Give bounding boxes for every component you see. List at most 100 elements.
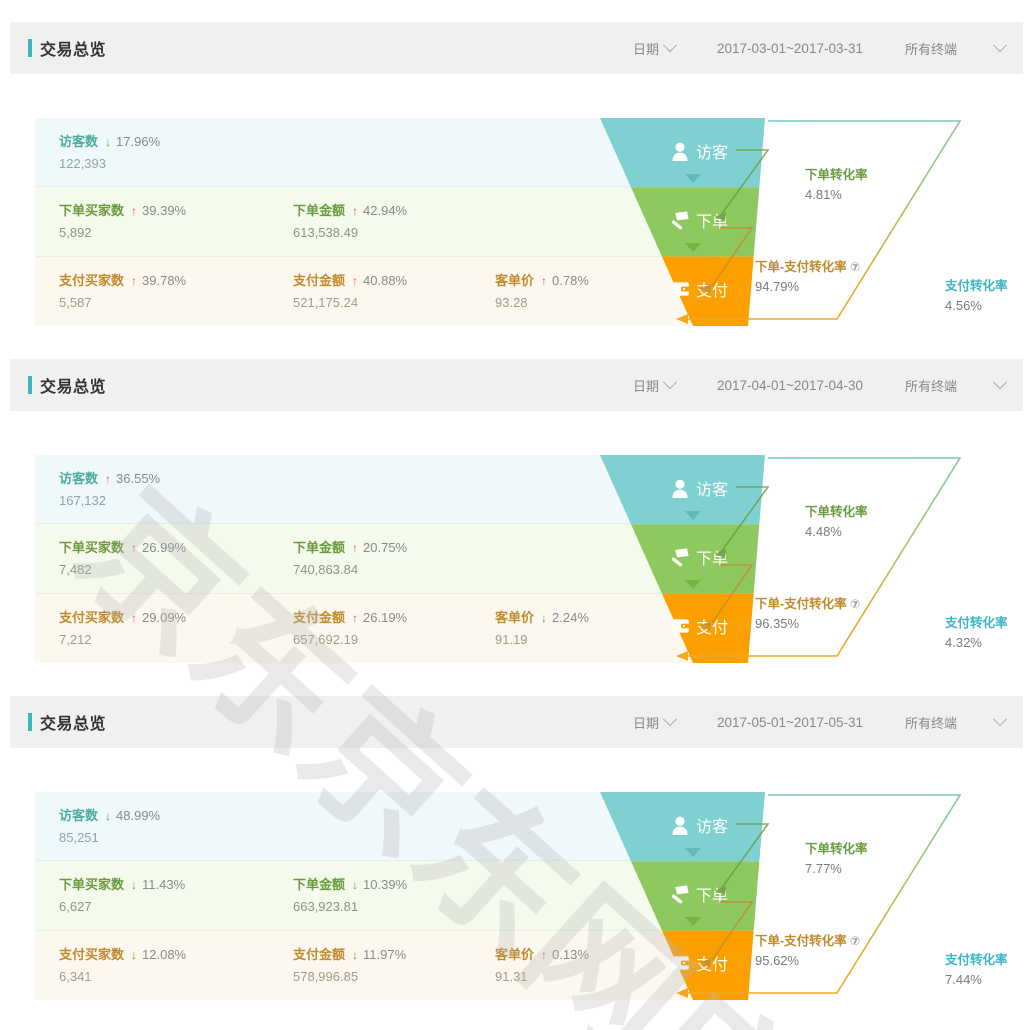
metric-value: 578,996.85 [293, 968, 359, 984]
trend-down-icon: ↓ [541, 610, 548, 625]
page-title: 交易总览 [28, 373, 106, 397]
metric-row-visitor: 访客数 ↑ 36.55% 167,132 [35, 455, 715, 525]
metric-value: 5,587 [59, 294, 92, 310]
metric-value: 167,132 [59, 492, 106, 508]
gavel-icon [671, 885, 689, 904]
metric-value: 657,692.19 [293, 631, 359, 647]
funnel-divider-chevron-0 [685, 848, 701, 857]
metric-label: 客单价 [495, 946, 535, 962]
metric-percent: 17.96% [116, 133, 161, 149]
metrics-grid: 访客数 ↑ 36.55% 167,132 下单买家数 ↑ 26.99% 7,482 下单金额 ↑ 2… [35, 455, 715, 663]
metric-cell: 下单金额 ↓ 10.39% 663,923.81 [291, 876, 493, 915]
metric-cell: 访客数 ↑ 36.55% 167,132 [57, 470, 291, 509]
metrics-grid: 访客数 ↓ 17.96% 122,393 下单买家数 ↑ 39.39% 5,892 下单金额 ↑ 4… [35, 118, 715, 326]
date-range-value[interactable]: 2017-03-01~2017-03-31 [716, 40, 863, 56]
trend-up-icon: ↑ [131, 610, 138, 625]
conversion-arrowhead-order [715, 212, 726, 221]
metric-percent: 39.39% [142, 202, 187, 218]
metric-percent: 40.88% [363, 272, 408, 288]
trend-down-icon: ↓ [352, 877, 359, 892]
chevron-down-icon [992, 375, 1008, 390]
metric-value: 5,892 [59, 224, 92, 240]
metric-percent: 11.97% [363, 946, 407, 962]
conversion-value-1: 94.79% [755, 279, 800, 294]
funnel-stage-order[interactable] [630, 861, 760, 931]
metric-cell: 下单买家数 ↑ 26.99% 7,482 [57, 539, 291, 578]
metric-percent: 10.39% [363, 876, 408, 892]
metric-cell: 支付金额 ↑ 26.19% 657,692.19 [291, 609, 493, 648]
panel-title-text: 交易总览 [40, 42, 107, 59]
funnel-stage-order[interactable] [630, 187, 760, 257]
metric-value: 91.19 [495, 631, 528, 647]
conversion-label-1: 下单-支付转化率 ⑦ [755, 259, 860, 274]
metric-row-visitor: 访客数 ↓ 17.96% 122,393 [35, 118, 715, 188]
funnel-divider-chevron-0 [685, 174, 701, 183]
conversion-value-2: 4.32% [945, 635, 982, 650]
conversion-value-2: 4.56% [945, 298, 982, 313]
transaction-overview-section: 交易总览 日期 2017-04-01~2017-04-30 所有终端访客数 ↑ 36.55… [0, 337, 1033, 674]
date-type-dropdown[interactable]: 日期 [633, 375, 678, 395]
metric-cell: 支付买家数 ↑ 39.78% 5,587 [57, 272, 291, 311]
metric-label: 下单买家数 [59, 202, 125, 218]
metric-value: 91.31 [495, 968, 528, 984]
metric-label: 支付买家数 [59, 946, 125, 962]
funnel-divider-chevron-1 [685, 580, 701, 589]
metric-value: 6,627 [59, 898, 92, 914]
user-icon [672, 142, 688, 161]
metric-value: 93.28 [495, 294, 528, 310]
metric-cell: 支付金额 ↓ 11.97% 578,996.85 [291, 946, 493, 985]
trend-up-icon: ↑ [352, 273, 359, 288]
conversion-label-1: 下单-支付转化率 ⑦ [755, 933, 860, 948]
wallet-icon [672, 619, 690, 633]
transaction-overview-section: 交易总览 日期 2017-03-01~2017-03-31 所有终端访客数 ↓ 17.96… [0, 0, 1033, 337]
title-accent-bar [28, 39, 32, 57]
terminal-dropdown[interactable]: 所有终端 [904, 38, 1023, 58]
date-type-dropdown[interactable]: 日期 [633, 38, 678, 58]
metric-label: 客单价 [495, 272, 535, 288]
funnel-stage-order[interactable] [630, 524, 760, 594]
trend-down-icon: ↓ [105, 134, 112, 149]
user-icon [672, 479, 688, 498]
terminal-dropdown[interactable]: 所有终端 [905, 375, 1023, 395]
trend-up-icon: ↑ [352, 203, 359, 218]
metric-row-pay: 支付买家数 ↑ 29.09% 7,212 支付金额 ↑ 26.19% 657,692.19 客单… [35, 593, 715, 663]
date-range-value[interactable]: 2017-04-01~2017-04-30 [716, 377, 863, 393]
metric-label: 下单金额 [293, 539, 346, 555]
chevron-down-icon [992, 712, 1008, 727]
metric-percent: 48.99% [116, 807, 161, 823]
metric-percent: 26.99% [142, 539, 187, 555]
funnel-stage-visitor[interactable] [600, 118, 765, 188]
metric-label: 访客数 [59, 133, 99, 149]
terminal-dropdown[interactable]: 所有终端 [905, 712, 1023, 732]
conversion-bracket-total [688, 457, 962, 657]
header-controls: 日期 2017-03-01~2017-03-31 所有终端 [633, 38, 1023, 58]
funnel-stage-visitor[interactable] [600, 792, 765, 862]
metric-label: 下单买家数 [59, 539, 125, 555]
metric-percent: 20.75% [363, 539, 408, 555]
funnel-stage-visitor[interactable] [600, 455, 765, 525]
conversion-value-0: 4.48% [805, 524, 842, 539]
metric-cell: 客单价 ↓ 2.24% 91.19 [493, 609, 695, 648]
conversion-bracket-order [720, 823, 770, 890]
user-icon [672, 816, 688, 835]
metric-value: 7,212 [59, 631, 92, 647]
metric-percent: 29.09% [142, 609, 187, 625]
metric-value: 6,341 [59, 968, 92, 984]
conversion-value-1: 95.62% [755, 953, 800, 968]
wallet-icon [672, 282, 690, 296]
funnel-stage-label-0: 访客 [696, 144, 728, 162]
date-range-value[interactable]: 2017-05-01~2017-05-31 [716, 714, 863, 730]
conversion-label-1: 下单-支付转化率 ⑦ [755, 596, 860, 611]
chevron-down-icon [662, 38, 678, 53]
panel-title-text: 交易总览 [40, 379, 107, 396]
funnel-stage-label-2: 支付 [696, 619, 728, 637]
metric-cell: 支付金额 ↑ 40.88% 521,175.24 [291, 272, 493, 311]
trend-up-icon: ↑ [131, 273, 138, 288]
conversion-bracket-total [688, 120, 962, 320]
metric-row-pay: 支付买家数 ↓ 12.08% 6,341 支付金额 ↓ 11.97% 578,996.85 客单… [35, 930, 715, 1000]
metric-label: 支付买家数 [59, 272, 125, 288]
terminal-label: 所有终端 [904, 41, 957, 57]
date-type-dropdown[interactable]: 日期 [633, 712, 678, 732]
conversion-label-0: 下单转化率 [805, 841, 868, 856]
